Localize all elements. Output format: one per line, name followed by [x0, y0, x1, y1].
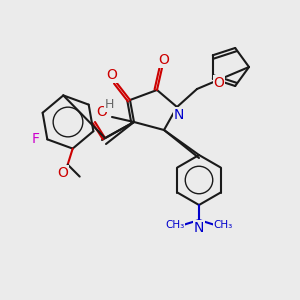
- Text: H: H: [104, 98, 114, 112]
- Text: N: N: [174, 108, 184, 122]
- Text: F: F: [31, 132, 39, 146]
- Text: N: N: [194, 221, 204, 235]
- Text: CH₃: CH₃: [165, 220, 184, 230]
- Text: O: O: [213, 76, 224, 90]
- Text: O: O: [57, 166, 68, 180]
- Text: CH₃: CH₃: [213, 220, 232, 230]
- Text: O: O: [159, 53, 170, 67]
- Text: O: O: [97, 105, 107, 119]
- Text: O: O: [106, 68, 117, 82]
